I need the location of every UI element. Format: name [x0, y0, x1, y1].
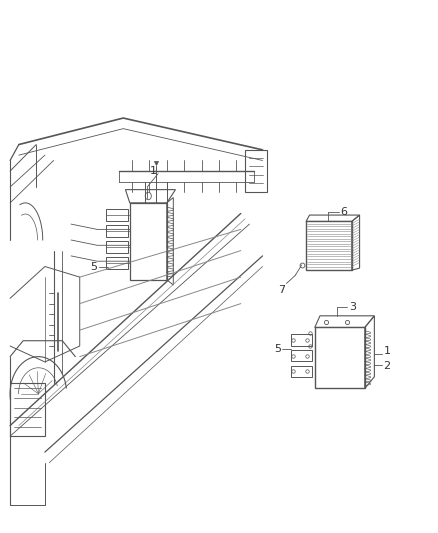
Bar	[106, 225, 127, 237]
Text: 1: 1	[149, 166, 156, 176]
Bar	[106, 209, 127, 221]
Bar	[106, 241, 127, 253]
Bar	[106, 257, 127, 269]
Text: 5: 5	[90, 262, 97, 271]
Bar	[10, 383, 45, 436]
Bar	[315, 327, 365, 389]
Bar	[291, 334, 312, 345]
Bar	[306, 221, 352, 270]
Text: 6: 6	[340, 207, 347, 217]
Bar	[291, 350, 312, 361]
Bar	[130, 203, 167, 280]
Bar	[245, 150, 267, 192]
Text: 3: 3	[349, 302, 356, 312]
Bar	[291, 366, 312, 377]
Text: 2: 2	[384, 361, 391, 370]
Text: 7: 7	[278, 285, 285, 295]
Text: 1: 1	[384, 346, 391, 357]
Text: 5: 5	[274, 344, 281, 354]
